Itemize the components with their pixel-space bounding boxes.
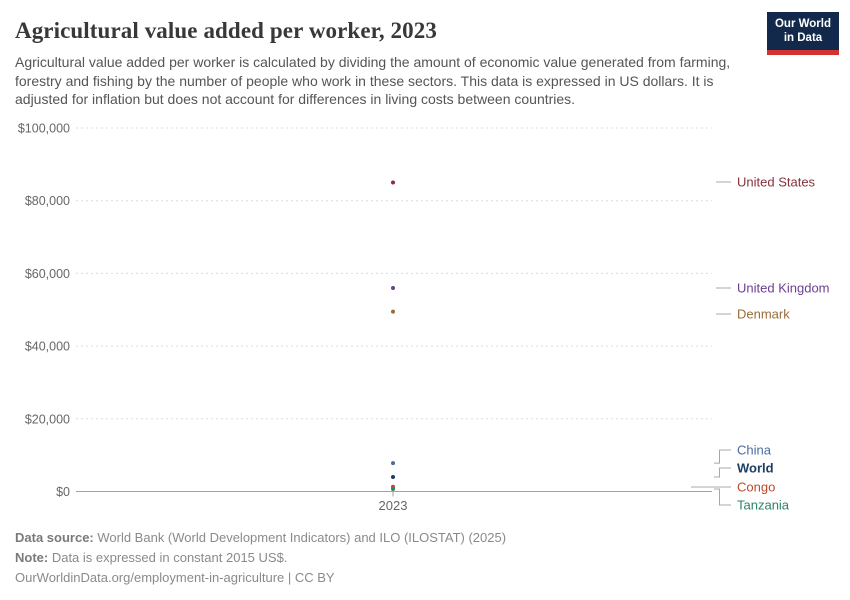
data-point-denmark[interactable] xyxy=(391,309,395,314)
y-tick-label: $60,000 xyxy=(25,267,70,281)
owid-logo-line2: in Data xyxy=(783,31,823,44)
owid-logo-line1: Our World xyxy=(774,18,831,30)
data-point-world[interactable] xyxy=(391,474,395,479)
data-point-united-kingdom[interactable] xyxy=(391,285,395,290)
source-label: Data source: xyxy=(15,530,94,545)
footer-citation-line: OurWorldinData.org/employment-in-agricul… xyxy=(15,568,835,588)
chart-canvas: $0 $20,000 $40,000 $60,000 $80,000 $100,000 20… xyxy=(18,122,830,514)
y-tick-label: $100,000 xyxy=(18,122,70,136)
page-title: Agricultural value added per worker, 202… xyxy=(15,18,437,43)
entity-label-china[interactable]: China xyxy=(737,443,772,458)
entity-label-congo[interactable]: Congo xyxy=(737,480,775,495)
chart-subtitle: Agricultural value added per worker is c… xyxy=(15,54,731,107)
y-tick-label: $40,000 xyxy=(25,340,70,354)
owid-logo[interactable]: Our World in Data xyxy=(767,12,839,55)
data-point-united-states[interactable] xyxy=(391,180,395,185)
y-tick-label: $80,000 xyxy=(25,194,70,208)
chart-header: Agricultural value added per worker, 202… xyxy=(0,0,850,109)
note-label: Note: xyxy=(15,550,49,565)
x-tick-label: 2023 xyxy=(379,498,408,513)
data-point-tanzania[interactable] xyxy=(391,486,395,491)
entity-label-world[interactable]: World xyxy=(737,461,774,476)
citation-separator: | xyxy=(284,570,295,585)
chart-footer: Data source: World Bank (World Developme… xyxy=(15,528,835,588)
legend-leader-line xyxy=(714,467,731,478)
owid-url-link[interactable]: OurWorldinData.org/employment-in-agricul… xyxy=(15,570,285,585)
entity-label-united-states[interactable]: United States xyxy=(737,175,816,190)
footer-note-line: Note: Data is expressed in constant 2015… xyxy=(15,548,835,568)
note-text: Data is expressed in constant 2015 US$. xyxy=(48,550,288,565)
footer-source-line: Data source: World Bank (World Developme… xyxy=(15,528,835,548)
entity-label-tanzania[interactable]: Tanzania xyxy=(737,498,790,513)
license-text: CC BY xyxy=(294,570,335,585)
y-tick-label: $0 xyxy=(56,485,70,499)
legend-leader-line xyxy=(714,449,731,464)
entity-label-denmark[interactable]: Denmark xyxy=(737,307,790,322)
entity-label-united-kingdom[interactable]: United Kingdom xyxy=(737,281,830,296)
y-tick-label: $20,000 xyxy=(25,412,70,426)
source-text: World Bank (World Development Indicators… xyxy=(93,530,507,545)
legend-leader-line xyxy=(714,488,731,506)
data-point-china[interactable] xyxy=(391,461,395,466)
